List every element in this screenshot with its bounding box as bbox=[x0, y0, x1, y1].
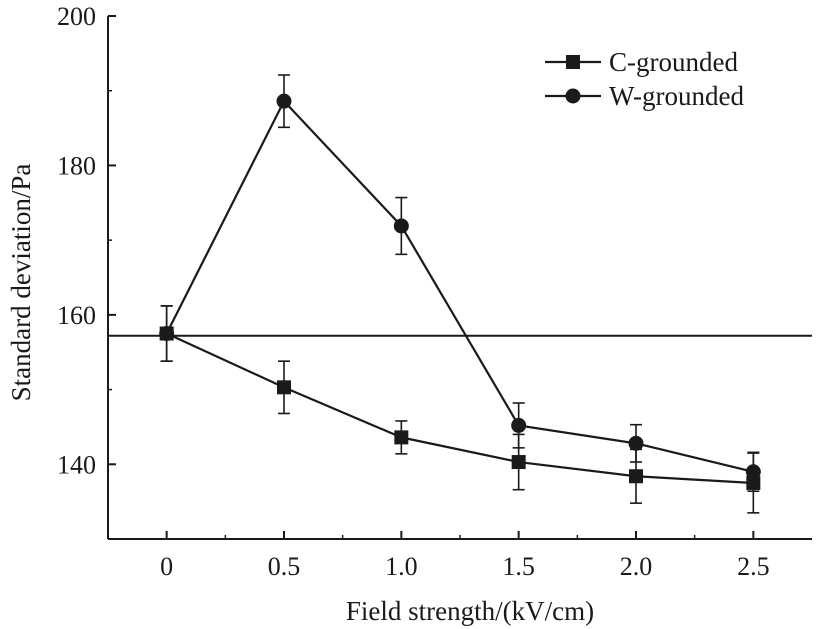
series-line-c-grounded bbox=[166, 332, 754, 485]
legend-item-c-grounded: C-grounded bbox=[545, 47, 738, 77]
series-layer bbox=[159, 74, 761, 514]
y-tick-label: 140 bbox=[57, 450, 96, 479]
y-axis-title: Standard deviation/Pa bbox=[6, 164, 36, 402]
y-tick-label: 200 bbox=[57, 2, 96, 31]
data-point-w-grounded bbox=[745, 464, 761, 480]
x-tick-label: 1.0 bbox=[385, 552, 418, 581]
data-point-w-grounded bbox=[393, 218, 409, 234]
legend-marker-w-grounded bbox=[565, 88, 581, 104]
data-point-c-grounded bbox=[629, 469, 643, 484]
legend-label-w-grounded: W-grounded bbox=[609, 81, 744, 111]
x-tick-label: 1.5 bbox=[502, 552, 535, 581]
data-point-w-grounded bbox=[276, 93, 292, 109]
data-point-w-grounded bbox=[159, 326, 175, 342]
x-tick-label: 2.5 bbox=[737, 552, 770, 581]
legend: C-grounded W-grounded bbox=[545, 47, 744, 111]
legend-marker-c-grounded bbox=[566, 55, 580, 69]
legend-label-c-grounded: C-grounded bbox=[609, 47, 738, 77]
data-point-w-grounded bbox=[628, 435, 644, 451]
x-axis-title: Field strength/(kV/cm) bbox=[346, 596, 594, 626]
data-point-c-grounded bbox=[394, 430, 409, 445]
x-tick-label: 2.0 bbox=[620, 552, 653, 581]
data-point-c-grounded bbox=[277, 380, 291, 395]
series-line-w-grounded bbox=[165, 99, 754, 473]
y-tick-label: 160 bbox=[57, 301, 96, 330]
data-point-c-grounded bbox=[511, 455, 526, 470]
series-c-grounded bbox=[159, 305, 761, 514]
x-axis: 0 0.5 1.0 1.5 2.0 2.5 bbox=[160, 531, 770, 581]
series-w-grounded bbox=[159, 74, 761, 492]
y-tick-label: 180 bbox=[57, 151, 96, 180]
x-tick-label: 0.5 bbox=[268, 552, 301, 581]
data-point-w-grounded bbox=[511, 417, 527, 433]
legend-item-w-grounded: W-grounded bbox=[545, 81, 744, 111]
y-axis: 140 160 180 200 bbox=[57, 2, 116, 540]
x-tick-label: 0 bbox=[160, 552, 173, 581]
